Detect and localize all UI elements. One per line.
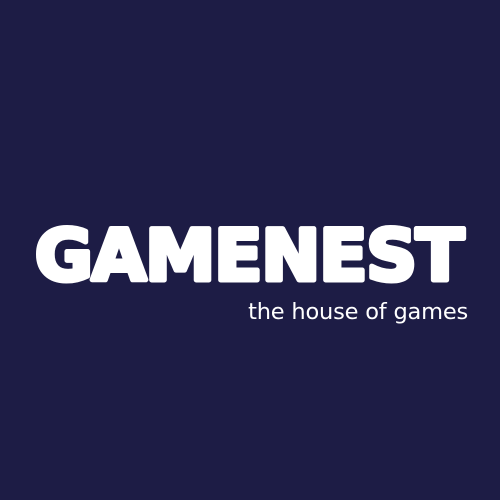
logo-tagline: the house of games [248, 299, 468, 325]
logo-wordmark: GAMENEST [35, 215, 464, 297]
logo-wordmark-graphic: GAMENEST [33, 213, 468, 300]
